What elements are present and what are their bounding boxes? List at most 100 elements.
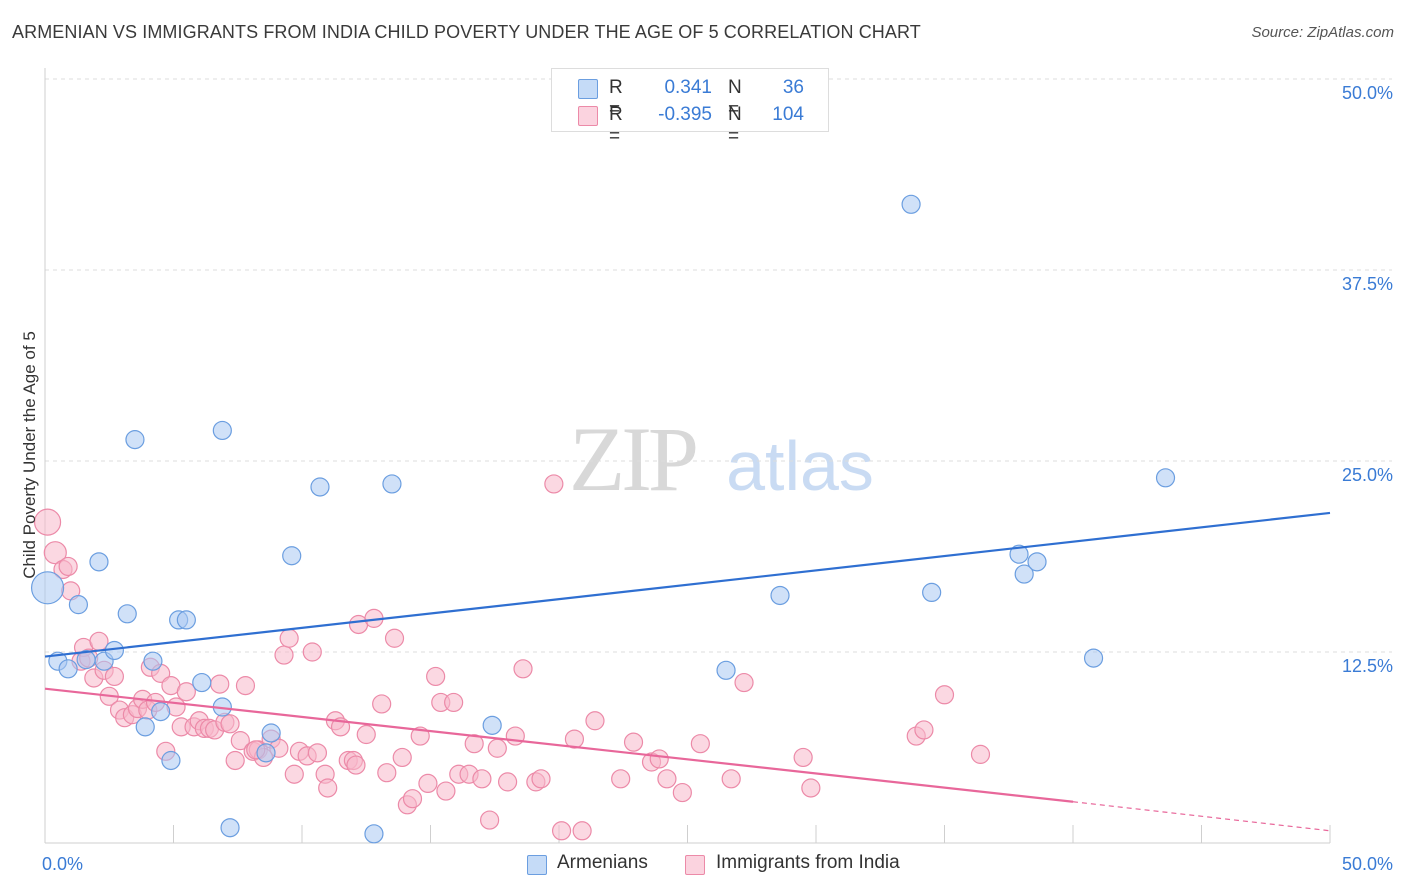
india-point (672, 782, 692, 803)
x-tick-label: 50.0% (1342, 854, 1393, 874)
armenian-point (135, 717, 155, 737)
watermark-zip: ZIP (569, 408, 696, 510)
armenian-point (89, 552, 109, 572)
india-point (279, 628, 299, 648)
india-point (793, 747, 813, 768)
india-point (392, 747, 412, 768)
india-point (235, 676, 256, 696)
armenian-point (30, 571, 65, 605)
india-point (274, 645, 294, 665)
series-swatch-india (685, 855, 705, 875)
india-point (444, 692, 464, 713)
india-point (513, 659, 533, 679)
armenian-point (364, 824, 384, 844)
armenian-point (382, 474, 402, 494)
source-credit: Source: ZipAtlas.com (1251, 24, 1394, 41)
armenian-point (143, 651, 163, 671)
india-trend-extension (1072, 801, 1331, 832)
armenian-point (1155, 468, 1176, 488)
india-point (318, 778, 338, 798)
india-point (690, 734, 710, 754)
correlation-legend: R = 0.341 N = 36 R = -0.395 N = 104 (551, 68, 829, 147)
india-point (649, 749, 669, 769)
india-point (356, 724, 376, 745)
india-point (402, 789, 423, 809)
armenian-point (161, 750, 181, 771)
series-swatch-armenians (527, 855, 547, 875)
india-point (377, 763, 397, 783)
armenian-point (901, 194, 921, 214)
armenian-point (922, 582, 942, 603)
india-point (43, 541, 67, 565)
india-point (346, 755, 366, 775)
legend-n-label: N = (728, 77, 742, 120)
armenian-point (282, 546, 302, 566)
armenian-point (151, 701, 171, 722)
india-points (33, 474, 991, 841)
armenian-point (1027, 552, 1047, 572)
armenian-point (220, 818, 240, 838)
india-point (572, 821, 592, 841)
legend-n-label: N = (728, 104, 742, 147)
y-tick-label: 12.5% (1342, 656, 1393, 676)
india-point (230, 731, 250, 751)
india-point (585, 711, 605, 731)
india-point (58, 556, 78, 577)
india-point (801, 778, 821, 798)
armenian-point (58, 659, 78, 679)
armenian-point (310, 477, 330, 497)
legend-r-label: R = (609, 104, 623, 147)
armenian-point (176, 610, 196, 630)
y-tick-label: 25.0% (1342, 465, 1393, 485)
india-point (464, 734, 484, 754)
watermark-atlas: atlas (726, 427, 874, 505)
legend-n-value: 104 (772, 104, 804, 125)
armenian-point (716, 660, 736, 680)
india-point (934, 685, 955, 705)
y-axis-label: Child Poverty Under the Age of 5 (20, 331, 39, 579)
india-point (914, 720, 934, 740)
armenian-point (125, 430, 145, 450)
armenian-point (68, 595, 89, 615)
armenian-point (192, 672, 212, 693)
y-tick-label: 50.0% (1342, 83, 1393, 103)
india-point (225, 750, 245, 771)
india-point (611, 769, 631, 789)
india-point (436, 781, 456, 801)
india-point (544, 474, 564, 494)
india-point (970, 744, 991, 764)
india-point (307, 743, 328, 763)
india-point (505, 726, 525, 746)
legend-swatch-india (578, 106, 598, 126)
armenian-point (256, 743, 276, 763)
armenian-points (30, 194, 1176, 844)
armenian-point (770, 585, 790, 606)
legend-swatch-armenians (578, 79, 598, 99)
armenian-point (482, 715, 502, 735)
zipatlas-watermark: ZIP atlas (569, 408, 874, 510)
legend-r-value: 0.341 (664, 77, 712, 98)
india-point (734, 672, 754, 693)
india-point (721, 769, 741, 789)
armenian-point (1083, 648, 1104, 668)
india-point (426, 666, 446, 687)
armenian-point (212, 420, 232, 441)
india-point (176, 682, 196, 702)
india-point (531, 769, 551, 789)
india-point (302, 642, 322, 662)
india-point (472, 769, 492, 789)
axes (44, 68, 1331, 844)
armenian-trend-line (44, 511, 1331, 658)
series-label-india: Immigrants from India (716, 852, 900, 873)
y-tick-label: 37.5% (1342, 274, 1393, 294)
india-point (284, 764, 304, 784)
india-point (220, 714, 240, 734)
india-point (33, 508, 62, 536)
trend-lines (44, 511, 1331, 832)
chart-title: ARMENIAN VS IMMIGRANTS FROM INDIA CHILD … (12, 22, 921, 42)
india-point (498, 772, 518, 792)
series-label-armenians: Armenians (557, 852, 648, 873)
india-trend-line (44, 687, 1074, 803)
india-point (657, 769, 677, 789)
